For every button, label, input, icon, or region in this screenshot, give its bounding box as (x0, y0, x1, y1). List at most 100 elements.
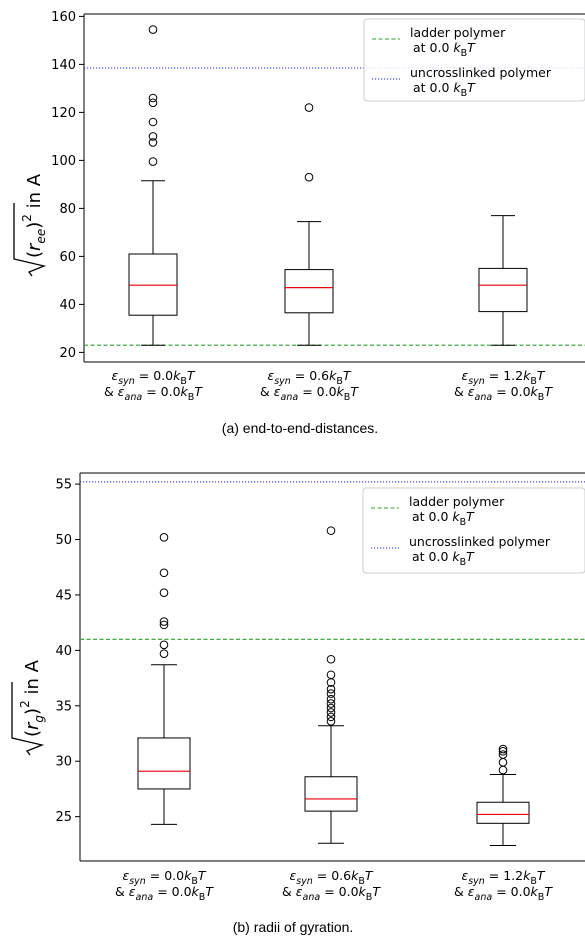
text-run: = 0.0 (146, 868, 184, 883)
y-tick-label: 80 (59, 202, 76, 217)
text-run: T (544, 384, 553, 399)
y-tick-label: 60 (59, 250, 76, 265)
y-tick-label: 120 (51, 106, 76, 121)
paren: ) (24, 222, 45, 229)
text-run: k (452, 509, 460, 524)
text-run: k (359, 884, 367, 899)
box-iqr (284, 269, 334, 314)
text-run: & (282, 884, 296, 899)
outlier-point (304, 172, 314, 182)
text-run: B (538, 392, 545, 403)
figure-caption: (a) end-to-end-distances. (222, 420, 378, 436)
text-run: ε (468, 884, 475, 899)
outlier-point (159, 588, 169, 598)
y-axis-label-text: (ree)2 in A (20, 173, 48, 258)
outlier-point (304, 103, 314, 112)
text-run: ε (289, 868, 296, 883)
outlier-point (148, 157, 158, 166)
text-run: B (530, 376, 537, 387)
legend-label-temperature: at 0.0 kBT (413, 40, 476, 59)
outlier-point (326, 670, 336, 680)
text-run: T (365, 868, 374, 883)
outlier-point (148, 93, 158, 103)
text-run: = 1.2 (485, 368, 523, 383)
y-tick-label: 160 (51, 10, 76, 25)
text-run: k (192, 884, 200, 899)
text-run: B (180, 376, 187, 387)
text-run: k (523, 868, 531, 883)
text-run: T (350, 384, 359, 399)
category-label-line1: εsyn = 1.2kBT (461, 368, 545, 387)
text-run: k (351, 868, 359, 883)
text-run: B (358, 876, 365, 887)
text-run: k (337, 384, 345, 399)
outlier-point (326, 703, 336, 713)
text-run: k (453, 80, 461, 95)
y-tick-label: 25 (55, 810, 72, 825)
category-label-line2: & εana = 0.0kBT (104, 384, 203, 403)
text-run: & (454, 884, 468, 899)
text-run: T (467, 80, 476, 95)
text-run: ε (118, 384, 125, 399)
text-run: k (329, 368, 337, 383)
text-run: k (531, 884, 539, 899)
text-run: = 0.6 (291, 368, 329, 383)
box-3 (478, 215, 528, 346)
text-run: ε (461, 368, 468, 383)
legend-label-temperature: at 0.0 kBT (412, 509, 475, 528)
text-run: = 0.0 (153, 884, 191, 899)
paren: ) (22, 708, 43, 715)
text-run: syn (118, 376, 135, 387)
box-2 (284, 103, 334, 346)
legend-label: ladder polymer (410, 25, 506, 40)
sup: 2 (20, 214, 34, 222)
unit: in A (22, 659, 43, 700)
text-run: k (523, 368, 531, 383)
text-run: k (184, 868, 192, 883)
sqrt-radical-icon (11, 682, 45, 756)
text-run: T (205, 884, 214, 899)
outlier-point (498, 758, 508, 767)
legend-frame (362, 487, 585, 574)
outlier-point (148, 138, 158, 147)
y-tick-label: 50 (55, 533, 72, 548)
text-run: k (173, 368, 181, 383)
text-run: ε (468, 384, 475, 399)
category-label-line2: & εana = 0.0kBT (260, 384, 359, 403)
text-run: B (538, 892, 545, 903)
box-1 (137, 532, 191, 825)
text-run: k (531, 384, 539, 399)
text-run: B (199, 892, 206, 903)
text-run: = 0.0 (492, 384, 530, 399)
category-label-line2: & εana = 0.0kBT (454, 884, 553, 903)
text-run: B (188, 392, 195, 403)
box-1 (128, 25, 178, 346)
category-label-line2: & εana = 0.0kBT (282, 884, 381, 903)
y-tick-label: 140 (51, 58, 76, 73)
outlier-point (159, 640, 169, 650)
text-run: ana (281, 392, 299, 403)
text-run: ε (274, 384, 281, 399)
text-run: T (372, 884, 381, 899)
sqrt-radical-icon (13, 203, 47, 277)
text-run: = 0.6 (313, 868, 351, 883)
paren: ( (24, 251, 45, 258)
text-run: syn (468, 376, 485, 387)
y-tick-label: 55 (55, 478, 72, 493)
text-run: T (343, 368, 352, 383)
outlier-point (498, 744, 508, 754)
text-run: ana (475, 392, 493, 403)
outlier-point (326, 699, 336, 708)
text-run: ana (125, 392, 143, 403)
outlier-point (326, 712, 336, 722)
var-r: r (24, 242, 45, 251)
y-tick-label: 45 (55, 588, 72, 603)
var-r: r (22, 721, 43, 730)
category-label-line1: εsyn = 0.6kBT (267, 368, 351, 387)
box-3 (476, 744, 530, 846)
text-run: T (544, 884, 553, 899)
y-tick-label: 40 (55, 644, 72, 659)
box-iqr (476, 801, 530, 824)
